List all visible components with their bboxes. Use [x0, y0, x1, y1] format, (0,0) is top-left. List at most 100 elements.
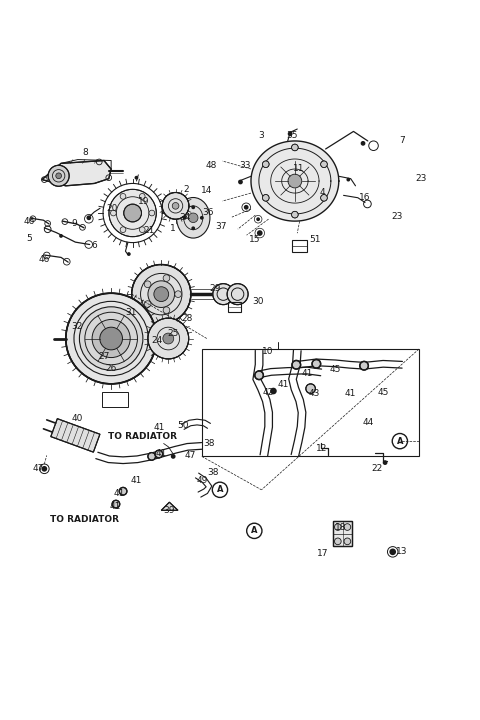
Circle shape [335, 523, 341, 531]
Circle shape [139, 194, 145, 199]
Bar [333, 521, 352, 546]
Text: 41: 41 [277, 380, 288, 390]
Text: 38: 38 [207, 468, 219, 477]
Text: 19: 19 [138, 197, 149, 206]
Text: 18: 18 [335, 523, 346, 533]
Circle shape [175, 291, 181, 297]
Text: A: A [216, 485, 223, 495]
Text: 17: 17 [317, 549, 329, 558]
Circle shape [312, 359, 321, 368]
Text: 29: 29 [209, 284, 221, 293]
Text: 27: 27 [98, 351, 109, 361]
Circle shape [66, 293, 156, 384]
Circle shape [321, 161, 327, 168]
Ellipse shape [251, 141, 339, 221]
Circle shape [389, 549, 396, 555]
Circle shape [79, 307, 143, 370]
Text: 9: 9 [71, 219, 77, 228]
Bar [228, 302, 241, 312]
Circle shape [183, 216, 187, 220]
Circle shape [110, 210, 116, 216]
Polygon shape [42, 161, 111, 186]
Circle shape [109, 189, 156, 237]
Text: 48: 48 [205, 161, 217, 170]
Circle shape [132, 264, 191, 324]
Text: 31: 31 [125, 307, 137, 317]
Text: 46: 46 [39, 256, 50, 264]
Circle shape [112, 500, 120, 508]
Text: 41: 41 [344, 389, 356, 398]
Text: 36: 36 [202, 207, 213, 217]
Bar [202, 349, 419, 456]
Text: 51: 51 [310, 235, 321, 244]
Circle shape [291, 211, 298, 218]
Text: 41: 41 [153, 423, 165, 432]
Circle shape [192, 226, 195, 230]
Circle shape [148, 281, 175, 307]
Text: A: A [396, 436, 403, 446]
Text: 41: 41 [109, 503, 120, 511]
Circle shape [257, 230, 263, 236]
Circle shape [86, 215, 91, 220]
Text: 35: 35 [287, 131, 298, 140]
Text: 39: 39 [164, 506, 175, 515]
Text: TO RADIATOR: TO RADIATOR [108, 432, 177, 441]
Circle shape [321, 194, 327, 201]
Circle shape [256, 217, 260, 221]
Circle shape [154, 287, 168, 302]
Circle shape [144, 301, 151, 307]
Circle shape [148, 453, 156, 460]
Text: 47: 47 [184, 451, 195, 460]
Circle shape [139, 227, 145, 233]
Circle shape [263, 194, 269, 201]
Polygon shape [161, 503, 178, 510]
Text: 13: 13 [396, 547, 407, 557]
Circle shape [344, 538, 351, 545]
Circle shape [291, 144, 298, 150]
Text: 1: 1 [170, 224, 176, 233]
Circle shape [56, 173, 61, 179]
Circle shape [127, 252, 131, 256]
Circle shape [213, 284, 234, 305]
Ellipse shape [177, 197, 210, 238]
Text: 49: 49 [196, 476, 207, 485]
Circle shape [155, 450, 163, 458]
Circle shape [200, 216, 204, 220]
Circle shape [92, 320, 130, 358]
Text: 24: 24 [151, 336, 162, 346]
Text: 34: 34 [180, 213, 191, 222]
Circle shape [244, 205, 249, 210]
Circle shape [227, 284, 248, 305]
Text: 15: 15 [249, 235, 260, 244]
Text: 10: 10 [262, 347, 274, 356]
Circle shape [119, 487, 127, 495]
Text: 28: 28 [182, 313, 193, 323]
Text: 33: 33 [239, 161, 251, 170]
Circle shape [100, 327, 122, 350]
Circle shape [238, 179, 243, 184]
Text: 26: 26 [106, 364, 117, 373]
Text: 11: 11 [293, 163, 305, 173]
Circle shape [360, 141, 365, 145]
Text: 42: 42 [263, 388, 274, 397]
Circle shape [171, 454, 176, 459]
Circle shape [360, 361, 368, 370]
Circle shape [48, 166, 69, 186]
Text: 41: 41 [130, 476, 142, 485]
Text: 41: 41 [156, 449, 167, 457]
Circle shape [288, 132, 292, 136]
Text: 46: 46 [24, 217, 35, 226]
Circle shape [162, 192, 189, 219]
Text: 22: 22 [372, 464, 383, 473]
Bar [102, 392, 128, 407]
Text: TO RADIATOR: TO RADIATOR [50, 516, 120, 524]
Text: 41: 41 [301, 369, 312, 378]
Text: 3: 3 [259, 131, 264, 140]
Text: 4: 4 [319, 189, 325, 197]
Text: 6: 6 [92, 241, 97, 250]
Circle shape [120, 194, 126, 199]
Circle shape [383, 460, 387, 465]
Circle shape [189, 213, 198, 222]
Text: 12: 12 [316, 444, 328, 453]
Bar [292, 240, 307, 252]
